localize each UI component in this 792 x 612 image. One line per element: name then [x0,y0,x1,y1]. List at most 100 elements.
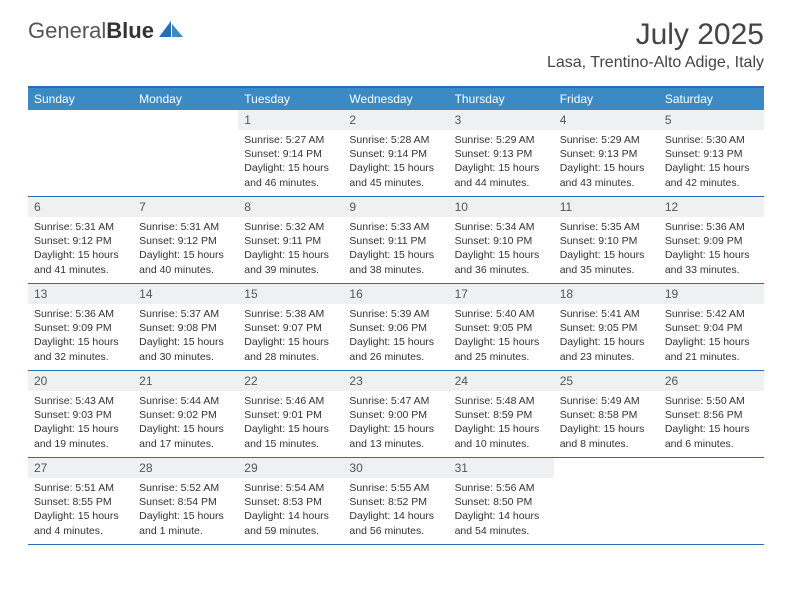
sunrise-line: Sunrise: 5:52 AM [139,481,232,495]
day-number: 30 [343,458,448,478]
day-info: Sunrise: 5:31 AMSunset: 9:12 PMDaylight:… [133,217,238,283]
day-number: 5 [659,110,764,130]
day-number: 26 [659,371,764,391]
day-cell: 13Sunrise: 5:36 AMSunset: 9:09 PMDayligh… [28,284,133,370]
day-number: 22 [238,371,343,391]
sunrise-line: Sunrise: 5:40 AM [455,307,548,321]
day-info: Sunrise: 5:51 AMSunset: 8:55 PMDaylight:… [28,478,133,544]
daylight-line: Daylight: 15 hours and 30 minutes. [139,335,232,363]
day-header-tuesday: Tuesday [238,88,343,110]
sunset-line: Sunset: 9:05 PM [455,321,548,335]
daylight-line: Daylight: 15 hours and 42 minutes. [665,161,758,189]
logo-sail-icon [159,19,185,44]
sunset-line: Sunset: 8:53 PM [244,495,337,509]
week-row: 6Sunrise: 5:31 AMSunset: 9:12 PMDaylight… [28,197,764,284]
sunset-line: Sunset: 9:00 PM [349,408,442,422]
day-cell: 28Sunrise: 5:52 AMSunset: 8:54 PMDayligh… [133,458,238,544]
day-header-row: Sunday Monday Tuesday Wednesday Thursday… [28,88,764,110]
day-cell: 15Sunrise: 5:38 AMSunset: 9:07 PMDayligh… [238,284,343,370]
day-cell: 29Sunrise: 5:54 AMSunset: 8:53 PMDayligh… [238,458,343,544]
sunset-line: Sunset: 8:55 PM [34,495,127,509]
sunrise-line: Sunrise: 5:46 AM [244,394,337,408]
day-cell: 25Sunrise: 5:49 AMSunset: 8:58 PMDayligh… [554,371,659,457]
day-info: Sunrise: 5:31 AMSunset: 9:12 PMDaylight:… [28,217,133,283]
day-number: 19 [659,284,764,304]
day-number: 28 [133,458,238,478]
daylight-line: Daylight: 15 hours and 6 minutes. [665,422,758,450]
day-info: Sunrise: 5:48 AMSunset: 8:59 PMDaylight:… [449,391,554,457]
sunrise-line: Sunrise: 5:56 AM [455,481,548,495]
title-block: July 2025 Lasa, Trentino-Alto Adige, Ita… [547,18,764,72]
sunset-line: Sunset: 9:01 PM [244,408,337,422]
daylight-line: Daylight: 15 hours and 46 minutes. [244,161,337,189]
day-header-friday: Friday [554,88,659,110]
sunrise-line: Sunrise: 5:41 AM [560,307,653,321]
sunrise-line: Sunrise: 5:44 AM [139,394,232,408]
day-number: 11 [554,197,659,217]
day-number: 15 [238,284,343,304]
day-number: 7 [133,197,238,217]
sunrise-line: Sunrise: 5:42 AM [665,307,758,321]
sunrise-line: Sunrise: 5:31 AM [34,220,127,234]
sunrise-line: Sunrise: 5:36 AM [34,307,127,321]
day-number: 17 [449,284,554,304]
sunrise-line: Sunrise: 5:38 AM [244,307,337,321]
sunrise-line: Sunrise: 5:32 AM [244,220,337,234]
daylight-line: Daylight: 15 hours and 4 minutes. [34,509,127,537]
day-number: 3 [449,110,554,130]
sunset-line: Sunset: 8:58 PM [560,408,653,422]
day-cell: 22Sunrise: 5:46 AMSunset: 9:01 PMDayligh… [238,371,343,457]
day-number: 16 [343,284,448,304]
daylight-line: Daylight: 15 hours and 44 minutes. [455,161,548,189]
sunset-line: Sunset: 8:59 PM [455,408,548,422]
day-header-monday: Monday [133,88,238,110]
week-row: 20Sunrise: 5:43 AMSunset: 9:03 PMDayligh… [28,371,764,458]
sunset-line: Sunset: 9:11 PM [244,234,337,248]
daylight-line: Daylight: 15 hours and 28 minutes. [244,335,337,363]
sunrise-line: Sunrise: 5:28 AM [349,133,442,147]
day-info: Sunrise: 5:56 AMSunset: 8:50 PMDaylight:… [449,478,554,544]
location: Lasa, Trentino-Alto Adige, Italy [547,54,764,72]
daylight-line: Daylight: 15 hours and 39 minutes. [244,248,337,276]
day-number: 13 [28,284,133,304]
daylight-line: Daylight: 15 hours and 43 minutes. [560,161,653,189]
day-info: Sunrise: 5:30 AMSunset: 9:13 PMDaylight:… [659,130,764,196]
day-info: Sunrise: 5:38 AMSunset: 9:07 PMDaylight:… [238,304,343,370]
day-cell: 27Sunrise: 5:51 AMSunset: 8:55 PMDayligh… [28,458,133,544]
day-info: Sunrise: 5:41 AMSunset: 9:05 PMDaylight:… [554,304,659,370]
sunset-line: Sunset: 8:50 PM [455,495,548,509]
day-info: Sunrise: 5:49 AMSunset: 8:58 PMDaylight:… [554,391,659,457]
day-cell: 30Sunrise: 5:55 AMSunset: 8:52 PMDayligh… [343,458,448,544]
sunset-line: Sunset: 9:13 PM [455,147,548,161]
day-info: Sunrise: 5:46 AMSunset: 9:01 PMDaylight:… [238,391,343,457]
day-cell: 18Sunrise: 5:41 AMSunset: 9:05 PMDayligh… [554,284,659,370]
calendar: Sunday Monday Tuesday Wednesday Thursday… [28,86,764,545]
day-info: Sunrise: 5:27 AMSunset: 9:14 PMDaylight:… [238,130,343,196]
day-cell [659,458,764,544]
day-cell: 16Sunrise: 5:39 AMSunset: 9:06 PMDayligh… [343,284,448,370]
sunset-line: Sunset: 9:10 PM [560,234,653,248]
daylight-line: Daylight: 15 hours and 35 minutes. [560,248,653,276]
daylight-line: Daylight: 15 hours and 15 minutes. [244,422,337,450]
day-number: 6 [28,197,133,217]
logo-text: GeneralBlue [28,18,154,44]
day-number: 12 [659,197,764,217]
day-number: 10 [449,197,554,217]
day-number: 2 [343,110,448,130]
day-cell: 24Sunrise: 5:48 AMSunset: 8:59 PMDayligh… [449,371,554,457]
sunset-line: Sunset: 9:06 PM [349,321,442,335]
day-number: 8 [238,197,343,217]
day-header-sunday: Sunday [28,88,133,110]
day-cell: 9Sunrise: 5:33 AMSunset: 9:11 PMDaylight… [343,197,448,283]
day-info: Sunrise: 5:44 AMSunset: 9:02 PMDaylight:… [133,391,238,457]
sunrise-line: Sunrise: 5:36 AM [665,220,758,234]
week-row: 13Sunrise: 5:36 AMSunset: 9:09 PMDayligh… [28,284,764,371]
sunset-line: Sunset: 9:13 PM [560,147,653,161]
day-number: 27 [28,458,133,478]
daylight-line: Daylight: 15 hours and 45 minutes. [349,161,442,189]
daylight-line: Daylight: 15 hours and 19 minutes. [34,422,127,450]
day-header-wednesday: Wednesday [343,88,448,110]
day-cell: 4Sunrise: 5:29 AMSunset: 9:13 PMDaylight… [554,110,659,196]
day-header-thursday: Thursday [449,88,554,110]
sunset-line: Sunset: 9:14 PM [244,147,337,161]
